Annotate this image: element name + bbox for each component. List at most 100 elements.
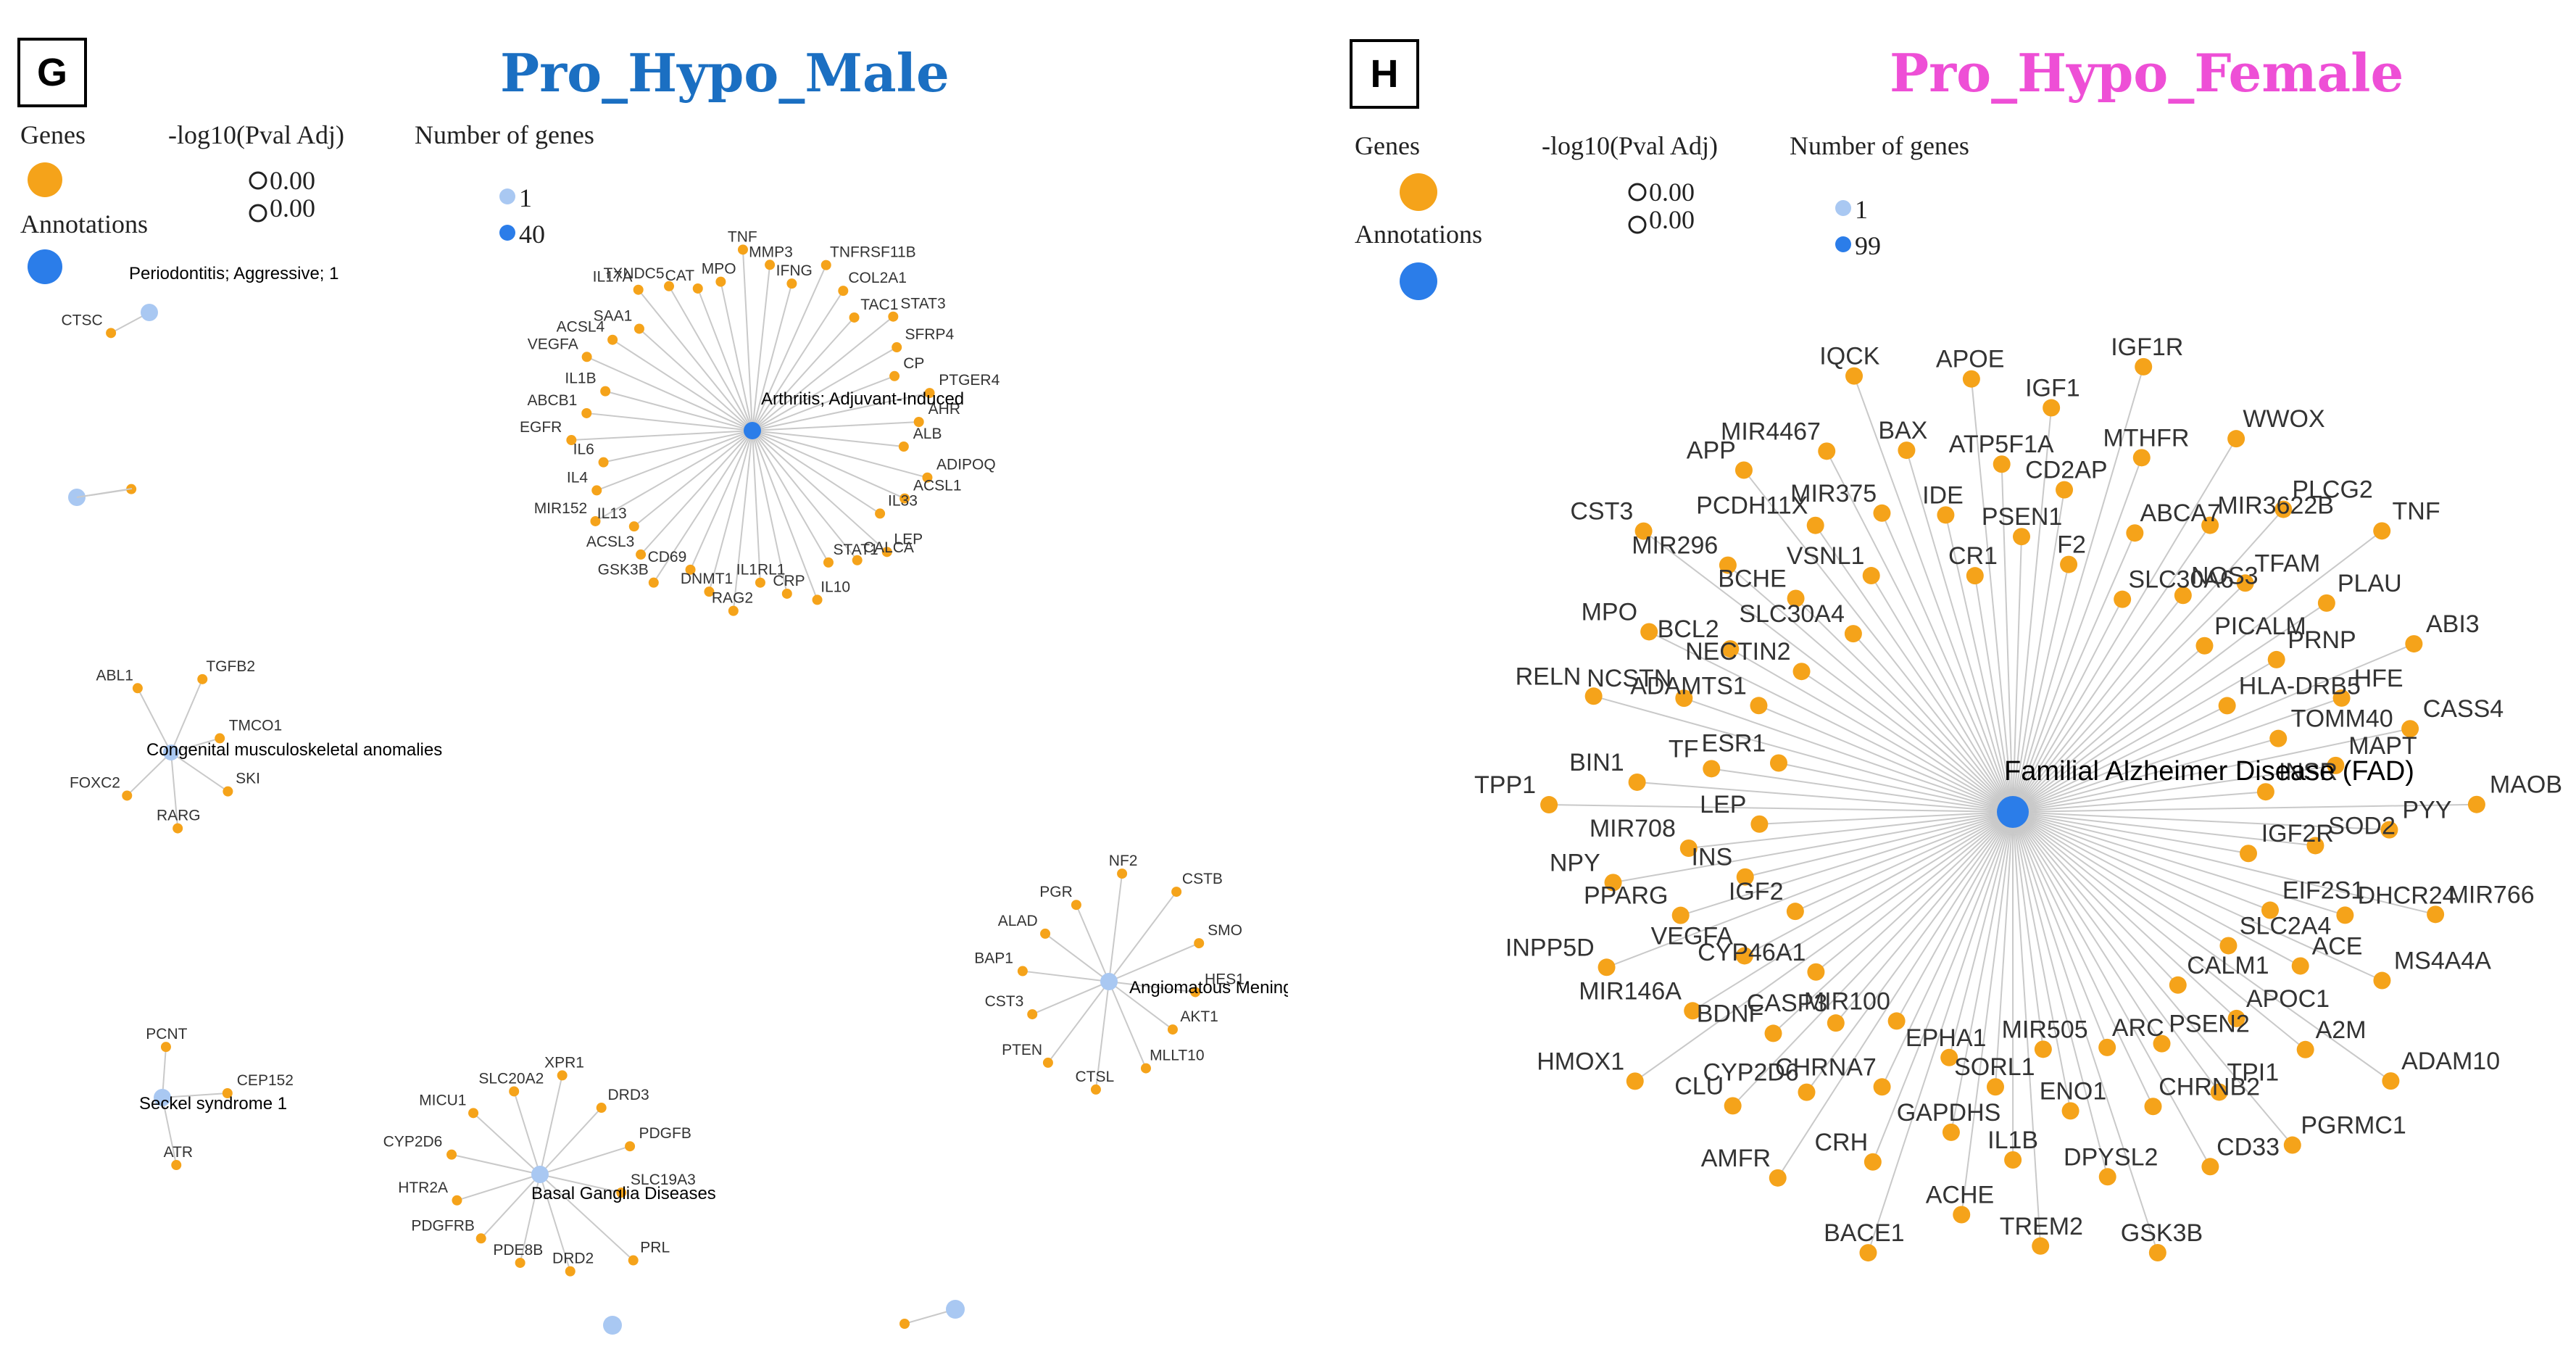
gene-node[interactable] — [913, 417, 924, 428]
gene-node[interactable] — [1734, 461, 1753, 479]
gene-node[interactable] — [171, 1160, 182, 1171]
gene-node[interactable] — [875, 508, 886, 519]
gene-node[interactable] — [1798, 1083, 1816, 1101]
gene-node[interactable] — [2239, 845, 2257, 863]
gene-node[interactable] — [509, 1086, 520, 1097]
gene-node[interactable] — [2098, 1168, 2116, 1186]
gene-node[interactable] — [820, 260, 831, 270]
gene-node[interactable] — [515, 1257, 525, 1268]
gene-node[interactable] — [704, 586, 715, 597]
gene-node[interactable] — [2219, 937, 2238, 955]
gene-node[interactable] — [596, 1103, 607, 1114]
gene-node[interactable] — [122, 790, 133, 801]
gene-node[interactable] — [600, 386, 611, 397]
gene-node[interactable] — [2169, 976, 2187, 994]
gene-node[interactable] — [2467, 795, 2485, 813]
gene-node[interactable] — [892, 342, 902, 353]
gene-node[interactable] — [1634, 522, 1653, 540]
gene-node[interactable] — [2236, 574, 2254, 592]
gene-node[interactable] — [1786, 903, 1804, 921]
gene-node[interactable] — [2060, 555, 2078, 573]
gene-node[interactable] — [1167, 1024, 1178, 1035]
gene-node[interactable] — [1679, 839, 1698, 858]
gene-node[interactable] — [215, 733, 225, 744]
annotation-node[interactable] — [1100, 973, 1118, 990]
gene-node[interactable] — [2132, 449, 2151, 467]
gene-node[interactable] — [1675, 689, 1693, 708]
gene-node[interactable] — [1769, 1169, 1787, 1187]
gene-node[interactable] — [2034, 1040, 2052, 1058]
gene-node[interactable] — [2227, 1009, 2245, 1027]
gene-node[interactable] — [222, 1088, 233, 1099]
gene-node[interactable] — [1736, 868, 1754, 886]
gene-node[interactable] — [2336, 906, 2354, 924]
gene-node[interactable] — [1769, 754, 1787, 772]
gene-node[interactable] — [1750, 697, 1768, 715]
annotation-node[interactable] — [603, 1316, 622, 1335]
gene-node[interactable] — [557, 1070, 568, 1081]
gene-node[interactable] — [1986, 1078, 2004, 1096]
gene-node[interactable] — [1859, 1244, 1877, 1262]
gene-node[interactable] — [2201, 1158, 2219, 1176]
gene-node[interactable] — [781, 588, 792, 599]
gene-node[interactable] — [692, 283, 703, 294]
gene-node[interactable] — [1640, 623, 1658, 641]
annotation-node[interactable] — [946, 1300, 965, 1319]
gene-node[interactable] — [765, 260, 776, 270]
gene-node[interactable] — [1671, 906, 1690, 924]
gene-node[interactable] — [2427, 905, 2445, 924]
gene-node[interactable] — [446, 1149, 457, 1160]
gene-node[interactable] — [2332, 689, 2351, 707]
gene-node[interactable] — [2148, 1243, 2166, 1261]
gene-node[interactable] — [1966, 567, 1984, 585]
gene-node[interactable] — [1787, 589, 1805, 608]
gene-node[interactable] — [1953, 1206, 1971, 1224]
gene-node[interactable] — [1684, 1002, 1702, 1020]
gene-node[interactable] — [786, 278, 797, 289]
gene-node[interactable] — [2126, 524, 2144, 542]
gene-node[interactable] — [922, 472, 933, 483]
gene-node[interactable] — [1117, 868, 1128, 879]
gene-node[interactable] — [838, 286, 849, 297]
gene-node[interactable] — [2195, 637, 2214, 655]
gene-node[interactable] — [1540, 796, 1558, 814]
gene-node[interactable] — [1194, 938, 1205, 949]
gene-node[interactable] — [1864, 1153, 1882, 1171]
gene-node[interactable] — [2306, 837, 2324, 855]
gene-node[interactable] — [2135, 357, 2153, 376]
gene-node[interactable] — [598, 457, 609, 468]
gene-node[interactable] — [1827, 1014, 1845, 1032]
gene-node[interactable] — [1071, 900, 1081, 911]
gene-node[interactable] — [1845, 367, 1864, 385]
gene-node[interactable] — [1090, 1084, 1101, 1095]
gene-node[interactable] — [607, 334, 618, 345]
gene-node[interactable] — [591, 485, 602, 496]
gene-node[interactable] — [581, 352, 592, 362]
gene-node[interactable] — [2098, 1038, 2116, 1056]
gene-node[interactable] — [924, 388, 935, 399]
gene-node[interactable] — [2032, 1237, 2050, 1255]
gene-node[interactable] — [1844, 625, 1862, 643]
gene-node[interactable] — [475, 1233, 486, 1244]
gene-node[interactable] — [2327, 756, 2345, 774]
gene-node[interactable] — [899, 1319, 910, 1329]
gene-node[interactable] — [1703, 760, 1721, 778]
gene-node[interactable] — [888, 311, 899, 322]
gene-node[interactable] — [1818, 442, 1836, 460]
gene-node[interactable] — [823, 557, 834, 568]
gene-node[interactable] — [755, 577, 765, 588]
gene-node[interactable] — [1806, 516, 1824, 534]
annotation-node[interactable] — [1997, 796, 2029, 828]
gene-node[interactable] — [1628, 773, 1646, 791]
gene-node[interactable] — [628, 1255, 639, 1266]
gene-node[interactable] — [468, 1108, 479, 1119]
gene-node[interactable] — [1584, 687, 1603, 705]
gene-node[interactable] — [2267, 650, 2285, 668]
gene-node[interactable] — [852, 555, 863, 565]
gene-node[interactable] — [2269, 729, 2288, 747]
gene-node[interactable] — [1898, 441, 1916, 460]
gene-node[interactable] — [1040, 928, 1051, 939]
gene-node[interactable] — [685, 564, 696, 575]
gene-node[interactable] — [2218, 697, 2236, 715]
gene-node[interactable] — [2174, 586, 2192, 605]
